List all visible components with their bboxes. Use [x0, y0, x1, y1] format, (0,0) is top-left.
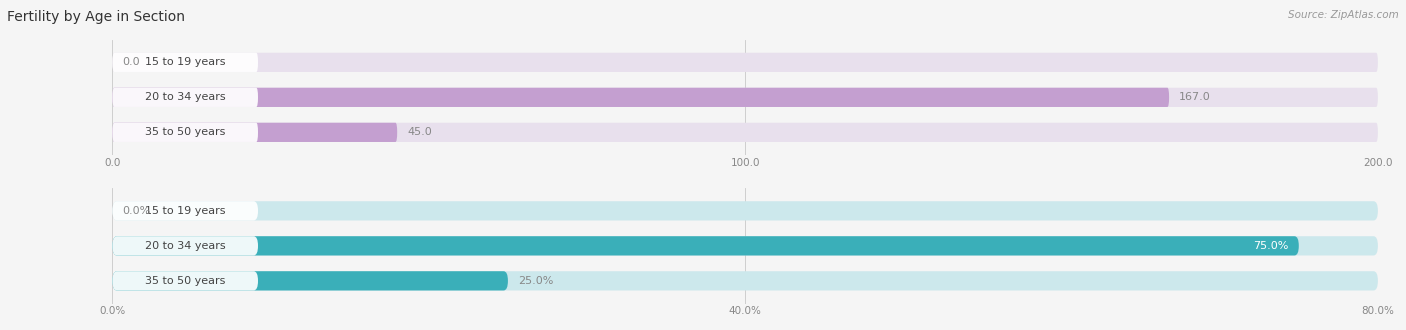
- FancyBboxPatch shape: [112, 236, 1378, 255]
- Text: 20 to 34 years: 20 to 34 years: [145, 241, 225, 251]
- Text: 35 to 50 years: 35 to 50 years: [145, 127, 225, 137]
- FancyBboxPatch shape: [112, 201, 1378, 220]
- FancyBboxPatch shape: [112, 271, 259, 290]
- FancyBboxPatch shape: [112, 123, 398, 142]
- Text: Fertility by Age in Section: Fertility by Age in Section: [7, 10, 186, 24]
- Text: 15 to 19 years: 15 to 19 years: [145, 57, 225, 67]
- Text: 45.0: 45.0: [408, 127, 432, 137]
- FancyBboxPatch shape: [112, 271, 508, 290]
- Text: 167.0: 167.0: [1180, 92, 1211, 102]
- FancyBboxPatch shape: [112, 53, 259, 72]
- Text: 20 to 34 years: 20 to 34 years: [145, 92, 225, 102]
- FancyBboxPatch shape: [112, 201, 259, 220]
- FancyBboxPatch shape: [112, 53, 1378, 72]
- FancyBboxPatch shape: [112, 88, 1170, 107]
- FancyBboxPatch shape: [112, 88, 1378, 107]
- FancyBboxPatch shape: [112, 271, 1378, 290]
- Text: 25.0%: 25.0%: [517, 276, 554, 286]
- FancyBboxPatch shape: [112, 123, 1378, 142]
- Text: 0.0%: 0.0%: [122, 206, 150, 216]
- Text: 15 to 19 years: 15 to 19 years: [145, 206, 225, 216]
- FancyBboxPatch shape: [112, 123, 259, 142]
- Text: Source: ZipAtlas.com: Source: ZipAtlas.com: [1288, 10, 1399, 20]
- Text: 0.0: 0.0: [122, 57, 141, 67]
- FancyBboxPatch shape: [112, 88, 259, 107]
- Text: 35 to 50 years: 35 to 50 years: [145, 276, 225, 286]
- Text: 75.0%: 75.0%: [1253, 241, 1289, 251]
- FancyBboxPatch shape: [112, 236, 259, 255]
- FancyBboxPatch shape: [112, 236, 1299, 255]
